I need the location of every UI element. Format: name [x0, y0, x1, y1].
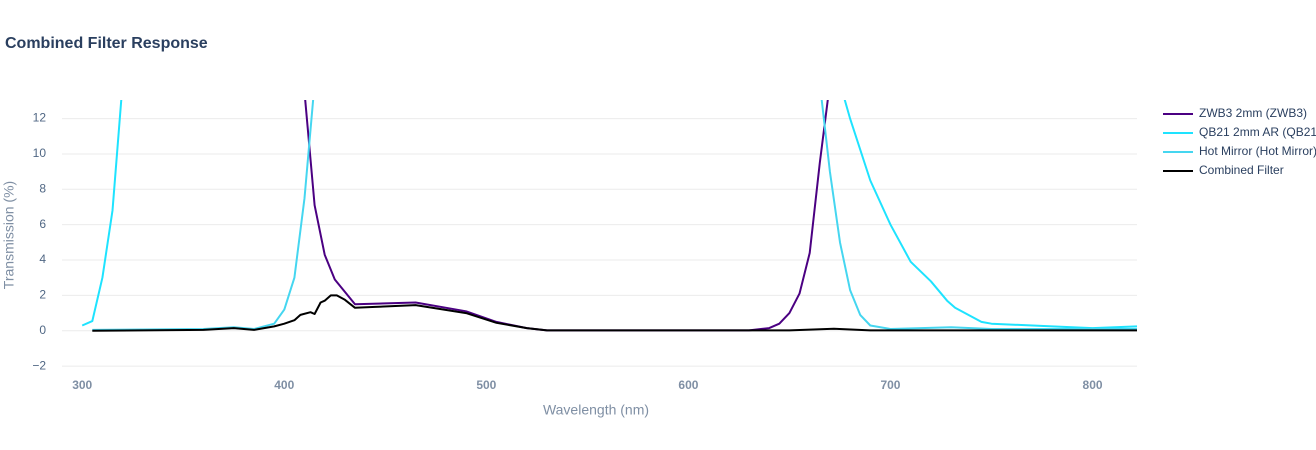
series-line — [304, 100, 829, 332]
series-line — [92, 294, 1137, 332]
grid: −2 0 2 4 6 8 10 12 300 400 500 600 700 800 — [32, 111, 1137, 392]
x-tick-label: 700 — [880, 378, 900, 392]
y-tick-label: −2 — [32, 358, 46, 372]
series-line — [81, 100, 1137, 330]
chart-title: Combined Filter Response — [5, 35, 208, 52]
y-tick-label: 8 — [39, 181, 46, 195]
legend-label: QB21 2mm AR (QB21) — [1199, 125, 1316, 139]
y-tick-label: 6 — [39, 217, 46, 231]
legend-label: Combined Filter — [1199, 163, 1284, 177]
x-tick-label: 600 — [678, 378, 698, 392]
y-tick-label: 4 — [39, 252, 46, 266]
y-tick-label: 12 — [33, 111, 47, 125]
y-tick-label: 0 — [39, 323, 46, 337]
legend-label: Hot Mirror (Hot Mirror) — [1199, 144, 1316, 158]
series-line — [92, 100, 1137, 331]
y-tick-label: 2 — [39, 288, 46, 302]
x-axis-title: Wavelength (nm) — [543, 402, 649, 418]
x-tick-label: 300 — [72, 378, 92, 392]
plot-area — [81, 100, 1137, 332]
x-tick-label: 800 — [1083, 378, 1103, 392]
y-tick-label: 10 — [33, 146, 47, 160]
legend-label: ZWB3 2mm (ZWB3) — [1199, 106, 1307, 120]
x-tick-label: 500 — [476, 378, 496, 392]
y-axis-title: Transmission (%) — [1, 181, 17, 289]
x-tick-label: 400 — [274, 378, 294, 392]
legend: ZWB3 2mm (ZWB3) QB21 2mm AR (QB21) Hot Mir… — [1163, 106, 1316, 177]
